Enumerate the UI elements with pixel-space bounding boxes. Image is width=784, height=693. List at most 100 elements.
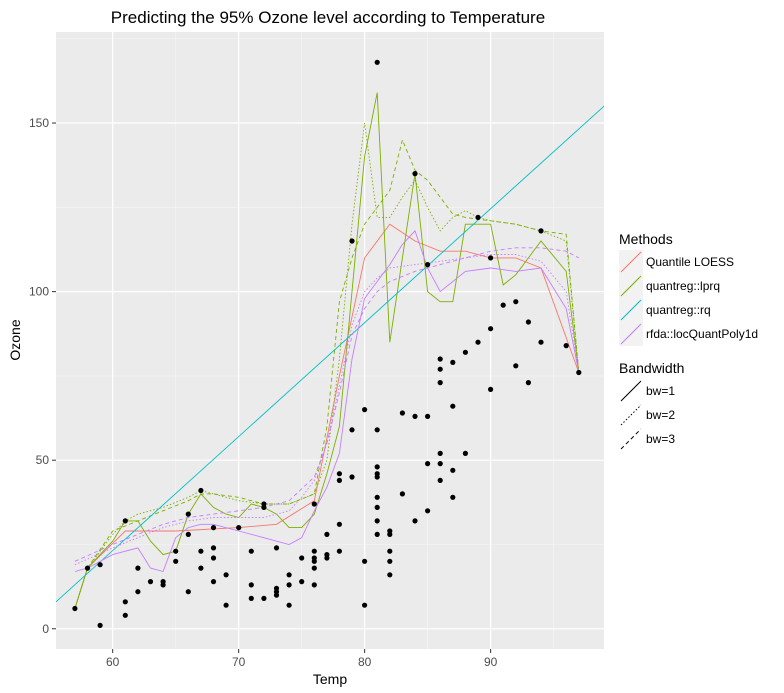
chart-title: Predicting the 95% Ozone level according…: [111, 8, 545, 27]
data-point: [236, 525, 242, 531]
data-point: [425, 508, 431, 514]
data-point: [311, 558, 317, 564]
legend-label-locquantpoly1d: rfda::locQuantPoly1d: [646, 327, 758, 341]
legend-item-locquantpoly1d: rfda::locQuantPoly1d: [619, 322, 758, 346]
series-line-0: [74, 223, 580, 609]
data-point: [362, 558, 368, 564]
data-point: [135, 565, 141, 571]
legend-key-lprq: [620, 275, 642, 297]
data-point: [538, 339, 544, 345]
legend-item-bw1: bw=1: [620, 380, 675, 402]
legend-label-bw2: bw=2: [646, 408, 675, 422]
points-layer: [72, 59, 582, 629]
data-point: [437, 356, 443, 362]
legend-bandwidth: Bandwidth bw=1 bw=2 bw=3: [619, 360, 684, 450]
data-point: [299, 555, 305, 561]
data-point: [450, 467, 456, 473]
data-point: [198, 548, 204, 554]
data-point: [513, 299, 519, 305]
legend-key-bw1: [620, 380, 642, 402]
series-line-7: [74, 247, 580, 562]
data-point: [248, 582, 254, 588]
data-point: [513, 363, 519, 369]
series-line-5: [74, 230, 580, 573]
data-point: [336, 471, 342, 477]
data-point: [223, 602, 229, 608]
data-point: [261, 595, 267, 602]
data-point: [387, 548, 393, 554]
data-point: [210, 579, 217, 585]
data-point: [399, 410, 405, 416]
data-point: [387, 572, 393, 578]
legend-item-bw3: bw=3: [620, 428, 675, 450]
data-point: [374, 531, 380, 538]
x-tick-label: 60: [106, 655, 120, 669]
x-axis-title: Temp: [313, 671, 347, 687]
legend-label-rq: quantreg::rq: [646, 303, 711, 317]
legend-label-bw1: bw=1: [646, 384, 675, 398]
data-point: [299, 579, 305, 585]
legend-item-bw2: bw=2: [620, 404, 675, 426]
data-point: [362, 407, 368, 413]
data-point: [488, 255, 494, 261]
data-point: [437, 461, 443, 467]
data-point: [210, 555, 217, 561]
data-point: [374, 494, 380, 500]
legend-label-lprq: quantreg::lprq: [646, 279, 720, 293]
data-point: [97, 562, 103, 568]
data-point: [311, 548, 317, 554]
data-point: [286, 602, 292, 608]
data-point: [248, 548, 254, 554]
data-point: [336, 548, 342, 554]
data-point: [72, 605, 78, 612]
data-point: [122, 518, 128, 524]
data-point: [462, 349, 468, 355]
data-point: [412, 518, 418, 524]
data-point: [273, 545, 280, 551]
legend-key-bw3: [620, 428, 642, 450]
data-point: [412, 413, 418, 419]
legend-key-bw2: [620, 404, 642, 426]
data-point: [84, 565, 91, 571]
data-point: [362, 602, 368, 608]
data-point: [500, 302, 506, 308]
data-point: [374, 474, 380, 480]
data-point: [349, 474, 355, 480]
data-point: [160, 582, 166, 588]
axes-layer: 60 70 80 90 0 50 100 150: [29, 116, 498, 669]
data-point: [135, 589, 141, 595]
legend-key-rq: [620, 299, 642, 321]
data-point: [462, 450, 468, 456]
data-point: [122, 599, 128, 605]
legend-methods-title: Methods: [619, 231, 673, 247]
data-point: [399, 491, 405, 497]
data-point: [576, 369, 582, 376]
data-point: [210, 525, 217, 531]
data-point: [488, 326, 494, 332]
data-point: [185, 511, 191, 517]
data-point: [374, 427, 380, 433]
y-tick-label: 0: [42, 622, 49, 636]
data-point: [349, 238, 355, 244]
data-point: [488, 386, 494, 392]
legend-key-quantile-loess: [620, 251, 642, 273]
data-point: [210, 545, 217, 551]
series-line-6: [74, 254, 580, 566]
data-point: [286, 572, 292, 578]
data-point: [450, 359, 456, 365]
data-point: [324, 555, 330, 561]
data-point: [273, 592, 280, 598]
legend-item-rq: quantreg::rq: [619, 298, 711, 322]
grid: [56, 32, 604, 649]
series-layer: [55, 92, 605, 609]
legend-bandwidth-title: Bandwidth: [619, 360, 684, 376]
data-point: [173, 548, 179, 554]
data-point: [538, 228, 544, 234]
series-line-4: [55, 105, 605, 603]
data-point: [349, 427, 355, 433]
data-point: [525, 380, 532, 386]
data-point: [97, 622, 103, 629]
data-point: [311, 501, 317, 507]
data-point: [173, 558, 179, 564]
